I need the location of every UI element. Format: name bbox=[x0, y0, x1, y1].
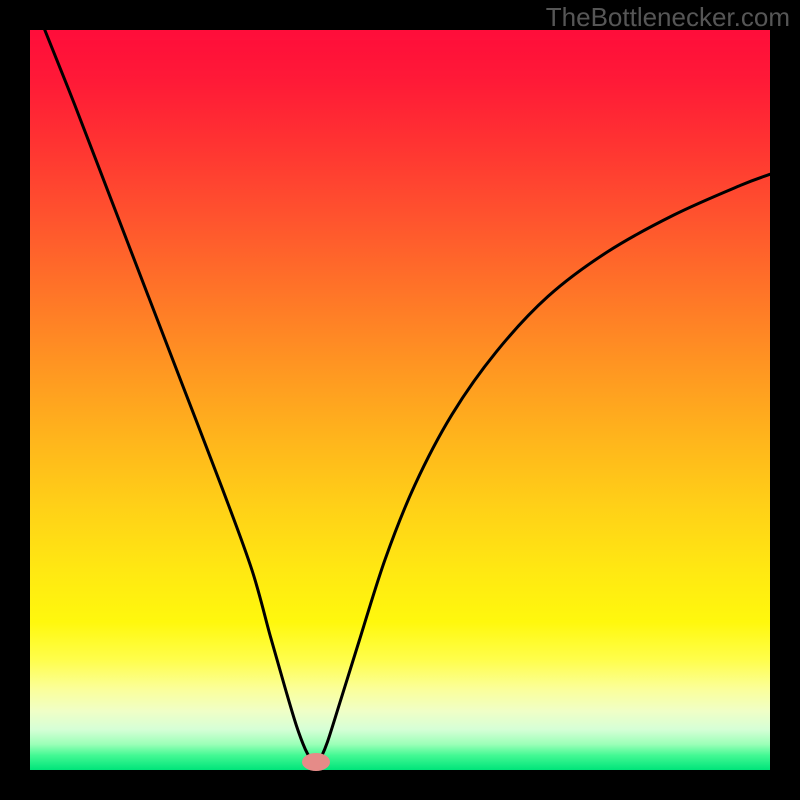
bottleneck-curve bbox=[30, 30, 770, 770]
chart-container: TheBottlenecker.com bbox=[0, 0, 800, 800]
minimum-marker bbox=[302, 753, 330, 771]
plot-area bbox=[30, 30, 770, 770]
watermark-text: TheBottlenecker.com bbox=[546, 2, 790, 33]
